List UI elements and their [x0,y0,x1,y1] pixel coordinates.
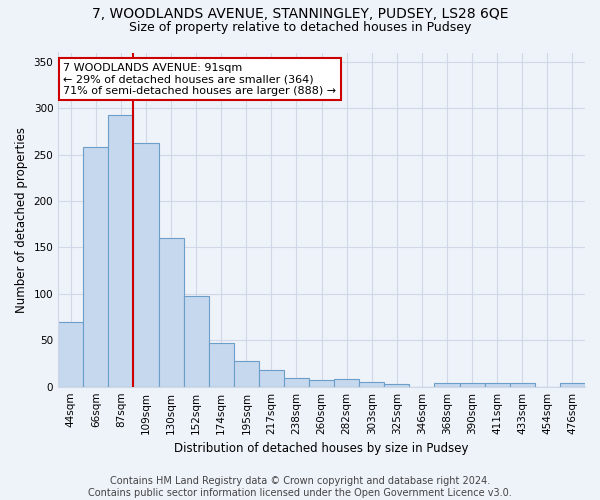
Text: 7, WOODLANDS AVENUE, STANNINGLEY, PUDSEY, LS28 6QE: 7, WOODLANDS AVENUE, STANNINGLEY, PUDSEY… [92,8,508,22]
Bar [385,384,409,386]
Bar [133,142,158,386]
Bar [560,383,585,386]
Bar [510,383,535,386]
Bar [434,383,460,386]
Bar [359,382,385,386]
Bar [58,322,83,386]
X-axis label: Distribution of detached houses by size in Pudsey: Distribution of detached houses by size … [175,442,469,455]
Bar [284,378,309,386]
Bar [485,383,510,386]
Bar [334,380,359,386]
Bar [309,380,334,386]
Bar [209,343,234,386]
Bar [109,114,133,386]
Bar [158,238,184,386]
Bar [259,370,284,386]
Bar [460,383,485,386]
Bar [83,147,109,386]
Text: 7 WOODLANDS AVENUE: 91sqm
← 29% of detached houses are smaller (364)
71% of semi: 7 WOODLANDS AVENUE: 91sqm ← 29% of detac… [64,62,337,96]
Bar [184,296,209,386]
Text: Contains HM Land Registry data © Crown copyright and database right 2024.
Contai: Contains HM Land Registry data © Crown c… [88,476,512,498]
Y-axis label: Number of detached properties: Number of detached properties [15,126,28,312]
Text: Size of property relative to detached houses in Pudsey: Size of property relative to detached ho… [129,21,471,34]
Bar [234,360,259,386]
